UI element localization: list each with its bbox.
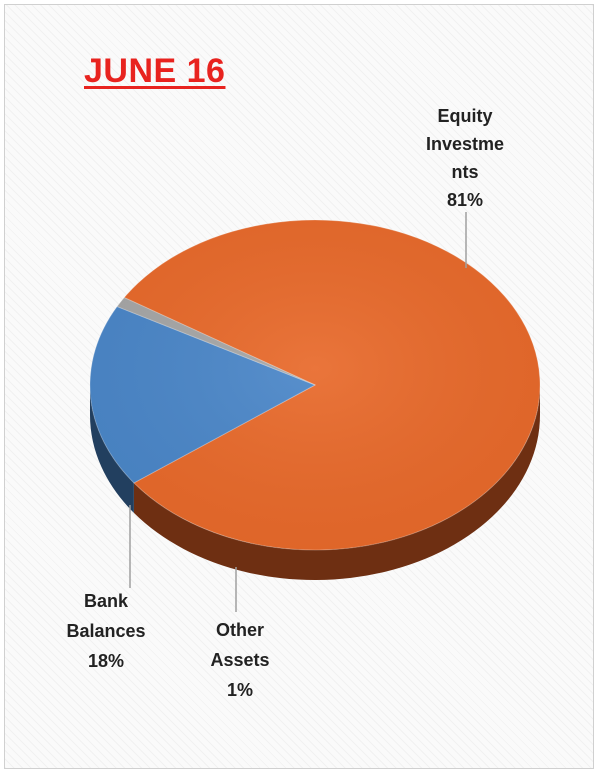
bank-label-line-1: Bank [84,591,129,611]
chart-title: JUNE 16 [84,52,226,90]
pie-slices [89,219,541,551]
equity-label-line-1: Equity [437,106,492,126]
bank-percent-label: 18% [88,651,124,671]
other-label-line-2: Assets [210,650,269,670]
slice-side-bank [90,385,134,513]
pie-top-shading [90,220,540,550]
other-label-line-1: Other [216,620,264,640]
bank-label-line-2: Balances [66,621,145,641]
slice-label-other: Other Assets 1% [210,620,269,700]
slice-label-bank: Bank Balances 18% [66,591,145,671]
equity-label-line-2: Investme [426,134,504,154]
slice-side-equity [133,385,540,580]
equity-percent-label: 81% [447,190,483,210]
pie-sides [90,385,540,580]
other-percent-label: 1% [227,680,253,700]
slice-label-equity: Equity Investme nts 81% [426,106,504,210]
equity-label-line-3: nts [452,162,479,182]
leader-lines [129,212,467,612]
